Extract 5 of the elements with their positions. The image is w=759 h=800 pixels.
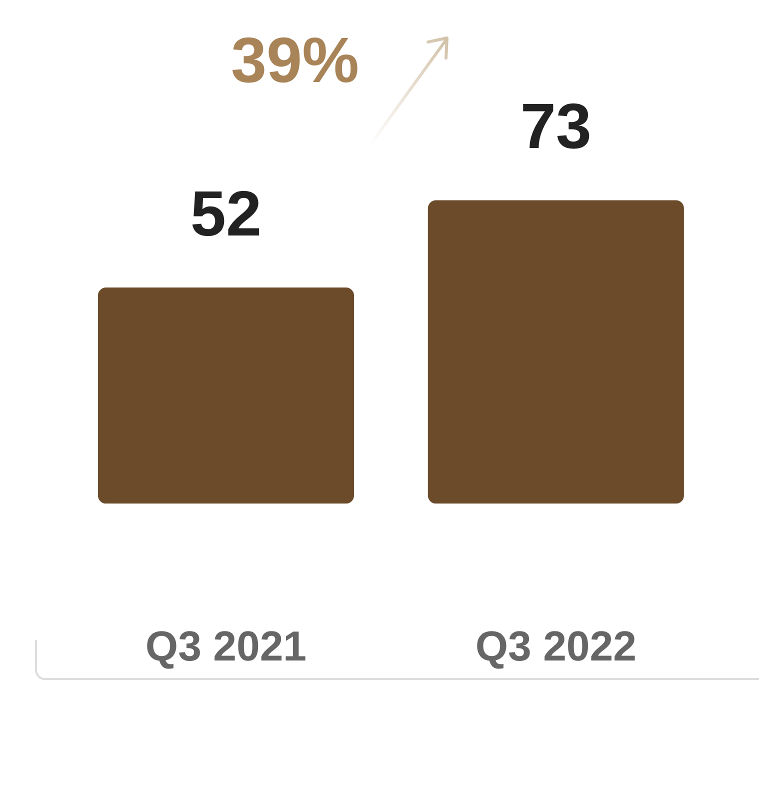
data-label: 52 — [190, 178, 262, 250]
data-label: 73 — [520, 90, 592, 162]
text: 39% — [230, 24, 360, 96]
x-tick-label: Q3 2022 — [475, 622, 637, 670]
x-tick-label: Q3 2021 — [145, 622, 307, 670]
